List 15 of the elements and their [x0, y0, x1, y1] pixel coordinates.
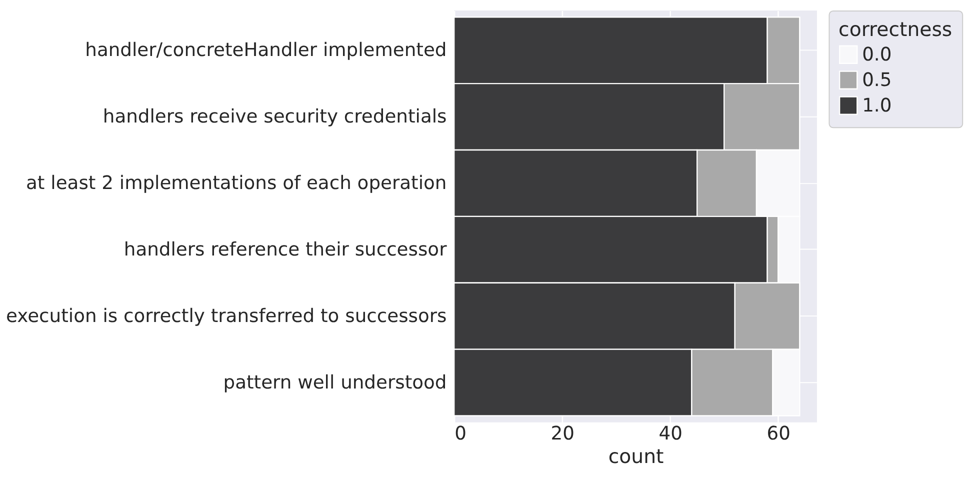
y-tick-label: execution is correctly transferred to successors	[6, 306, 447, 327]
y-tick-label: at least 2 implementations of each operation	[26, 173, 447, 194]
y-tick-label: handler/concreteHandler implemented	[85, 40, 447, 62]
x-tick-label: 60	[766, 424, 790, 445]
legend-title: correctness	[838, 18, 952, 41]
x-tick-label: 40	[658, 424, 682, 445]
legend-label: 0.0	[862, 44, 892, 66]
legend-label: 0.5	[862, 70, 892, 91]
y-tick-label: pattern well understood	[223, 372, 447, 394]
y-tick-label: handlers receive security credentials	[102, 106, 447, 128]
y-tick-label: handlers reference their successor	[124, 240, 448, 261]
legend-label: 1.0	[862, 95, 892, 116]
x-tick-label: 20	[550, 424, 574, 445]
x-axis-title: count	[608, 445, 664, 468]
x-tick-label: 0	[454, 424, 466, 445]
